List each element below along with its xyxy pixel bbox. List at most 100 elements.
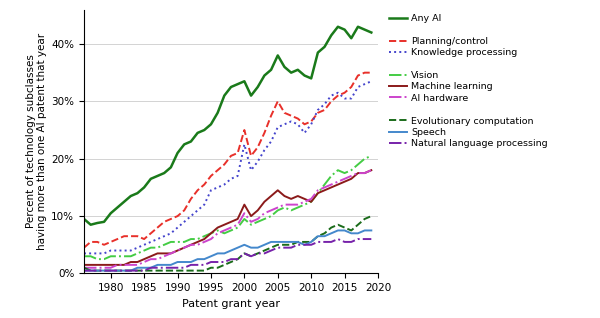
Natural language processing (214, 260, 221, 264)
Machine learning (174, 249, 181, 252)
Any AI (127, 194, 134, 198)
Evolutionary computation (167, 269, 175, 273)
Planning/control (181, 209, 188, 212)
Natural language processing (140, 269, 148, 273)
Machine learning (334, 183, 341, 186)
Machine learning (181, 246, 188, 250)
Natural language processing (281, 246, 288, 250)
Evolutionary computation (368, 214, 375, 218)
Evolutionary computation (121, 269, 128, 273)
Speech (174, 260, 181, 264)
Natural language processing (268, 249, 275, 252)
Planning/control (328, 100, 335, 103)
Evolutionary computation (187, 269, 194, 273)
Vision (368, 154, 375, 158)
Knowledge processing (268, 140, 275, 143)
Evolutionary computation (341, 226, 348, 230)
Any AI (107, 211, 115, 215)
Planning/control (147, 232, 154, 235)
AI hardware (221, 229, 228, 232)
Planning/control (294, 117, 301, 121)
Vision (181, 240, 188, 244)
Knowledge processing (87, 252, 94, 255)
AI hardware (261, 211, 268, 215)
Planning/control (94, 240, 101, 244)
AI hardware (87, 266, 94, 270)
Machine learning (87, 263, 94, 267)
Machine learning (368, 168, 375, 172)
Any AI (301, 73, 308, 77)
Evolutionary computation (94, 269, 101, 273)
Machine learning (314, 191, 322, 195)
Any AI (328, 33, 335, 37)
Knowledge processing (287, 120, 295, 123)
Speech (187, 260, 194, 264)
Any AI (287, 71, 295, 74)
AI hardware (355, 171, 362, 175)
Knowledge processing (247, 168, 254, 172)
Machine learning (107, 263, 115, 267)
Any AI (200, 128, 208, 132)
AI hardware (281, 203, 288, 206)
Any AI (247, 94, 254, 98)
Natural language processing (174, 266, 181, 270)
Natural language processing (308, 243, 315, 247)
Any AI (355, 25, 362, 29)
Vision (187, 237, 194, 241)
Vision (261, 217, 268, 221)
Knowledge processing (227, 177, 235, 181)
Vision (154, 246, 161, 250)
Evolutionary computation (80, 266, 88, 270)
Planning/control (355, 73, 362, 77)
Planning/control (361, 71, 368, 74)
Planning/control (127, 234, 134, 238)
Planning/control (334, 94, 341, 98)
AI hardware (214, 232, 221, 235)
Planning/control (247, 154, 254, 158)
Knowledge processing (147, 240, 154, 244)
Natural language processing (147, 266, 154, 270)
Evolutionary computation (221, 263, 228, 267)
Any AI (147, 177, 154, 181)
Any AI (334, 25, 341, 29)
Line: Knowledge processing: Knowledge processing (84, 81, 371, 253)
Speech (254, 246, 262, 250)
Speech (261, 243, 268, 247)
Machine learning (147, 254, 154, 258)
Planning/control (281, 111, 288, 115)
AI hardware (127, 263, 134, 267)
Natural language processing (261, 252, 268, 255)
AI hardware (154, 257, 161, 261)
Vision (161, 243, 168, 247)
AI hardware (347, 174, 355, 178)
Natural language processing (368, 237, 375, 241)
AI hardware (134, 263, 141, 267)
Speech (328, 232, 335, 235)
Any AI (134, 191, 141, 195)
Evolutionary computation (308, 240, 315, 244)
Evolutionary computation (147, 269, 154, 273)
Evolutionary computation (234, 257, 241, 261)
Planning/control (221, 162, 228, 166)
Machine learning (80, 263, 88, 267)
Natural language processing (241, 252, 248, 255)
Vision (140, 249, 148, 252)
Speech (80, 269, 88, 273)
Speech (161, 263, 168, 267)
Any AI (121, 200, 128, 204)
Planning/control (114, 237, 121, 241)
Machine learning (114, 263, 121, 267)
Planning/control (368, 71, 375, 74)
Knowledge processing (167, 232, 175, 235)
Knowledge processing (208, 188, 215, 192)
Knowledge processing (161, 234, 168, 238)
Any AI (208, 122, 215, 126)
Natural language processing (154, 266, 161, 270)
AI hardware (181, 246, 188, 250)
Knowledge processing (121, 249, 128, 252)
AI hardware (227, 226, 235, 230)
Natural language processing (167, 266, 175, 270)
Vision (281, 205, 288, 209)
Evolutionary computation (181, 269, 188, 273)
Any AI (100, 220, 107, 224)
